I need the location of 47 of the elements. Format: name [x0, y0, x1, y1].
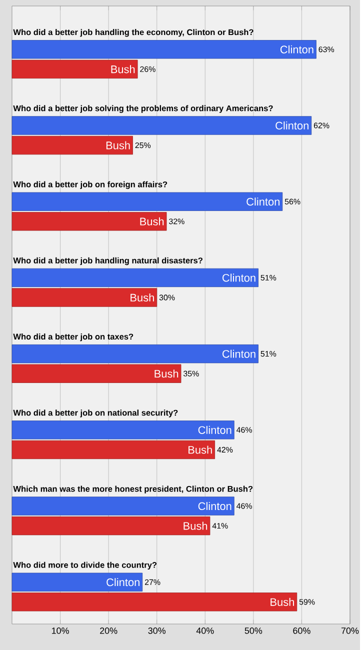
bar — [12, 572, 142, 592]
text: Clinton — [222, 274, 256, 282]
bar — [12, 344, 258, 364]
x-tick-label: 30% — [148, 628, 166, 634]
y-tick-label: Which man was the more honest president, Clinton or Bush? — [13, 486, 252, 494]
x-tick-label: 20% — [100, 628, 118, 634]
bar — [12, 192, 282, 211]
bar — [12, 288, 157, 307]
text: Bush — [270, 598, 294, 606]
x-tick-label: 50% — [244, 628, 262, 634]
x-tick-label: 60% — [293, 628, 310, 634]
bar — [12, 116, 312, 135]
y-tick-label: Who did a better job on national security? — [13, 410, 178, 418]
bar — [12, 592, 297, 612]
x-tick-label: 40% — [196, 628, 214, 634]
text: Bush — [106, 141, 130, 150]
text: Bush — [130, 293, 154, 302]
bar — [12, 268, 258, 288]
bar — [12, 136, 133, 155]
text: Clinton — [246, 198, 280, 206]
bar — [12, 40, 316, 59]
text: Bush — [188, 446, 212, 454]
y-tick-label: Who did a better job solving the problems of ordinary Americans? — [13, 105, 273, 113]
text: Clinton — [198, 502, 232, 510]
bar — [12, 516, 210, 536]
bar — [12, 440, 215, 460]
text: Bush — [184, 522, 207, 530]
text: Clinton — [198, 426, 232, 434]
text: Clinton — [275, 121, 308, 130]
text: Bush — [111, 65, 134, 74]
bar — [12, 420, 234, 440]
y-tick-label: Who did more to divide the country? — [13, 562, 156, 570]
bar — [12, 212, 167, 231]
bar — [12, 496, 234, 516]
text: Clinton — [280, 45, 314, 54]
y-tick-label: Who did a better job handling the economy, Clinton or Bush? — [13, 29, 254, 37]
x-tick-label: 10% — [52, 628, 69, 634]
series-label: Bush — [140, 217, 164, 226]
y-tick-label: Who did a better job handling natural disasters? — [13, 257, 202, 266]
series-label: Clinton — [106, 578, 140, 586]
y-tick-label: Who did a better job on taxes? — [13, 334, 133, 342]
text: Bush — [154, 370, 178, 378]
text: Clinton — [222, 350, 256, 358]
bar — [12, 364, 182, 383]
x-tick-label: 70% — [341, 628, 359, 634]
bar — [12, 60, 138, 79]
y-tick-label: Who did a better job on foreign affairs? — [13, 181, 167, 189]
